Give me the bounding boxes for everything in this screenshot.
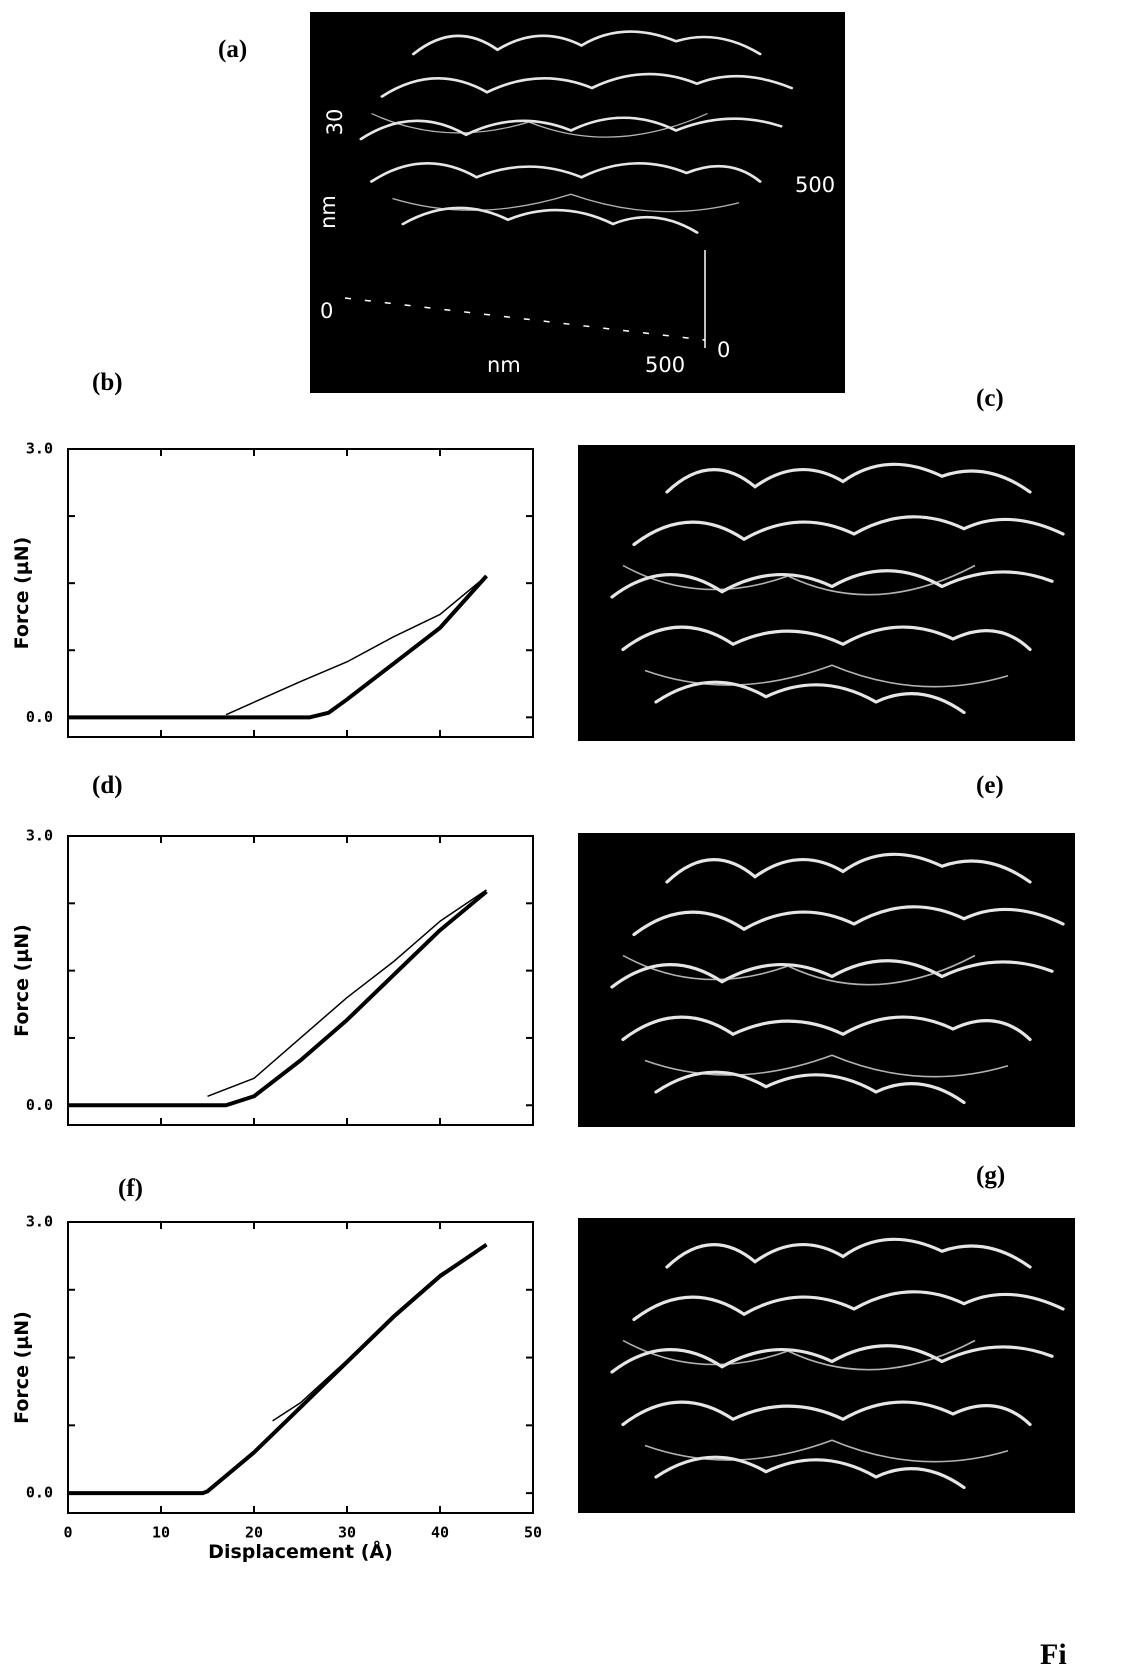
x-tick-label: 30	[338, 1524, 356, 1542]
x-axis-label: Displacement (Å)	[208, 1539, 393, 1563]
axis-line	[344, 297, 706, 341]
curve	[68, 890, 488, 1108]
y-tick-label: 3.0	[26, 440, 53, 458]
y-tick-label: 0.0	[26, 1096, 53, 1114]
panel-label: (g)	[976, 1162, 1005, 1189]
x-tick-label: 20	[245, 1524, 263, 1542]
image-label: 0	[717, 338, 730, 362]
image-label: 500	[645, 353, 685, 377]
image-label: 30	[323, 109, 347, 136]
y-tick-label: 3.0	[26, 827, 53, 845]
panel-label: (d)	[92, 772, 123, 799]
y-axis-label: Force (µN)	[11, 924, 33, 1037]
panel-label: (f)	[118, 1175, 143, 1202]
x-tick-label: 50	[524, 1524, 542, 1542]
panel-label: (c)	[976, 385, 1004, 412]
plot-frame	[67, 448, 534, 738]
image-label: 500	[795, 173, 835, 197]
y-axis-label: Force (µN)	[11, 537, 33, 650]
curve	[207, 889, 487, 1097]
y-tick-label: 0.0	[26, 1484, 53, 1502]
image-label: nm	[316, 195, 340, 229]
afm-image	[578, 445, 1075, 741]
panel-label: (e)	[976, 772, 1004, 799]
plot-frame	[67, 1221, 534, 1514]
curve	[225, 575, 487, 716]
panel-label: (a)	[218, 36, 247, 63]
curve	[272, 1243, 487, 1422]
plot-frame	[67, 835, 534, 1126]
y-tick-label: 3.0	[26, 1213, 53, 1231]
y-axis-label: Force (µN)	[11, 1311, 33, 1424]
panel-label: (b)	[92, 369, 123, 396]
image-label: 0	[320, 299, 333, 323]
figure-label: Fi	[1040, 1638, 1067, 1667]
x-tick-label: 0	[63, 1524, 72, 1542]
curve	[68, 574, 488, 720]
x-tick-label: 10	[152, 1524, 170, 1542]
curve	[68, 1242, 488, 1496]
afm-image	[310, 12, 845, 393]
y-tick-label: 0.0	[26, 708, 53, 726]
x-tick-label: 40	[431, 1524, 449, 1542]
image-label: nm	[487, 353, 521, 377]
